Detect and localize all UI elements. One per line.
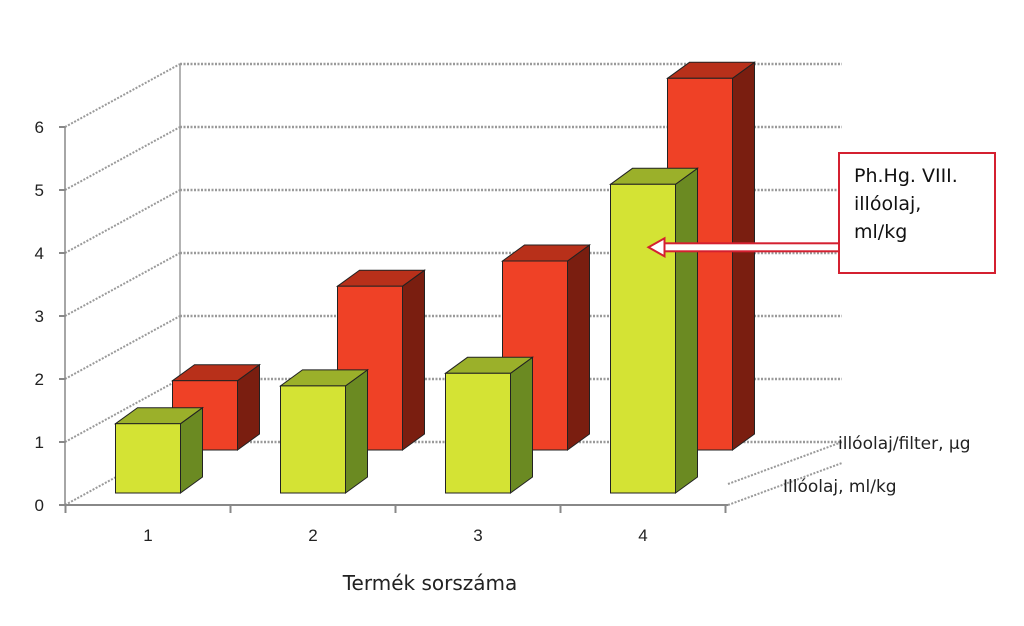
bar (113, 406, 205, 494)
wall-gridline (64, 378, 181, 443)
y-tick-label: 1 (35, 433, 44, 452)
bar-front (610, 183, 676, 494)
series-axis-label: illóolaj/filter, µg (838, 434, 971, 454)
x-axis-title: Termék sorszáma (342, 571, 518, 595)
x-tick-label: 4 (638, 526, 647, 545)
x-tick-label: 2 (308, 526, 317, 545)
y-tick-label: 0 (35, 496, 44, 515)
annotation-line: Ph.Hg. VIII. (854, 165, 958, 187)
bar-side (345, 368, 368, 494)
x-tick-label: 1 (143, 526, 152, 545)
y-tick-label: 2 (35, 370, 44, 389)
bar-front (115, 423, 181, 494)
wall-gridline (64, 315, 181, 380)
annotation-line: illóolaj, (854, 193, 922, 215)
series-axis-label: Illóolaj, ml/kg (783, 477, 897, 497)
y-tick-label: 5 (35, 181, 44, 200)
bar-side (567, 244, 590, 451)
chart-bars-layer (113, 61, 757, 494)
wall-gridline (64, 252, 181, 317)
chart-axis-layer: 1 2 3 4 0 1 2 3 4 5 6 Illóolaj, ml/kg illóolaj/filte… (35, 118, 971, 545)
x-tick-label: 3 (473, 526, 482, 545)
bar (278, 368, 370, 494)
arrow-head (646, 236, 666, 259)
bar-front (280, 385, 346, 494)
bar-front (445, 372, 511, 494)
floor-line (727, 462, 843, 506)
bar-side (510, 356, 533, 494)
y-tick-label: 3 (35, 307, 44, 326)
bar (170, 363, 262, 451)
bar-side (732, 61, 755, 451)
y-tick-label: 6 (35, 118, 44, 137)
bar-side (675, 167, 698, 494)
y-tick-label: 4 (35, 244, 44, 263)
wall-gridline (64, 189, 181, 254)
annotation-line: ml/kg (854, 221, 908, 243)
wall-gridline (64, 63, 181, 128)
annotation-callout: Ph.Hg. VIII. illóolaj, ml/kg (838, 152, 996, 274)
floor-line (727, 441, 843, 485)
bar (608, 167, 700, 494)
bar-side (402, 269, 425, 451)
wall-gridline (64, 126, 181, 191)
bar (443, 356, 535, 494)
